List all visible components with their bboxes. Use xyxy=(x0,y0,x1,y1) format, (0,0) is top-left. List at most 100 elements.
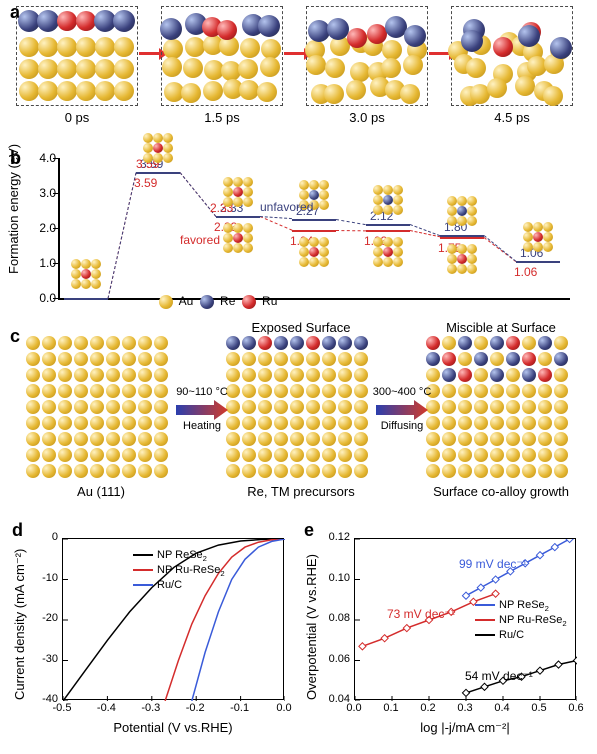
au-atom xyxy=(258,384,272,398)
ytick: -30 xyxy=(22,653,58,665)
au-atom xyxy=(306,352,320,366)
au-atom xyxy=(122,448,136,462)
energy-value: 1.06 xyxy=(514,265,537,279)
au-atom xyxy=(106,416,120,430)
au-atom xyxy=(74,448,88,462)
au-atom xyxy=(90,336,104,350)
au-atom xyxy=(506,416,520,430)
au-atom xyxy=(138,384,152,398)
au-atom xyxy=(90,352,104,366)
au-atom xyxy=(274,400,288,414)
energy-value: 3.59 xyxy=(134,176,157,190)
au-atom xyxy=(74,336,88,350)
au-atom xyxy=(346,80,366,100)
au-atom xyxy=(466,58,486,78)
au-atom xyxy=(354,384,368,398)
au-atom xyxy=(474,384,488,398)
au-atom xyxy=(400,84,420,104)
au-atom xyxy=(258,400,272,414)
au-atom xyxy=(57,59,77,79)
ytick: 1.0 xyxy=(20,256,56,270)
energy-connector xyxy=(108,173,137,299)
au-atom xyxy=(242,448,256,462)
au-atom xyxy=(290,432,304,446)
ytick: 0 xyxy=(22,531,58,543)
au-atom xyxy=(554,448,568,462)
arrow-icon xyxy=(284,52,304,55)
au-atom xyxy=(290,416,304,430)
au-atom xyxy=(474,448,488,462)
au-atom xyxy=(257,82,277,102)
au-atom xyxy=(58,352,72,366)
re-atom xyxy=(490,368,504,382)
au-atom xyxy=(338,384,352,398)
au-atom xyxy=(95,37,115,57)
au-atom xyxy=(114,37,134,57)
re-atom xyxy=(554,352,568,366)
legend-text: NP ReSe2 xyxy=(499,599,549,611)
legend-row: NP ReSe2 xyxy=(133,549,225,564)
au-atom xyxy=(138,448,152,462)
au-atom xyxy=(138,368,152,382)
xtick: -0.2 xyxy=(180,702,210,714)
au-atom xyxy=(19,59,39,79)
au-atom xyxy=(543,86,563,106)
re-atom xyxy=(404,25,426,47)
au-atom xyxy=(474,416,488,430)
au-atom xyxy=(490,432,504,446)
re-atom xyxy=(522,368,536,382)
au-atom xyxy=(74,352,88,366)
au-atom xyxy=(522,336,536,350)
ru-atom xyxy=(426,336,440,350)
au-atom xyxy=(382,40,402,60)
au-atom xyxy=(74,368,88,382)
arrow-top-text: 90~110 °C xyxy=(172,386,232,398)
au-atom xyxy=(538,384,552,398)
au-atom xyxy=(458,416,472,430)
au-atom xyxy=(74,416,88,430)
energy-connector xyxy=(336,230,366,231)
legend-row: NP ReSe2 xyxy=(475,599,567,614)
ru-atom xyxy=(506,336,520,350)
re-atom xyxy=(461,30,483,52)
au-atom xyxy=(162,57,182,77)
process-arrow xyxy=(376,400,424,418)
au-atom xyxy=(42,464,56,478)
au-atom xyxy=(154,464,168,478)
au-atom xyxy=(522,448,536,462)
au-atom xyxy=(322,400,336,414)
energy-level xyxy=(440,235,484,237)
marker-diamond xyxy=(359,643,366,650)
au-atom xyxy=(290,464,304,478)
au-atom xyxy=(474,400,488,414)
re-atom xyxy=(322,336,336,350)
lattice-2 xyxy=(426,336,574,484)
re-atom xyxy=(290,336,304,350)
au-atom xyxy=(58,384,72,398)
au-atom xyxy=(458,400,472,414)
lattice-0 xyxy=(26,336,174,484)
au-atom xyxy=(90,416,104,430)
panel-e: NP ReSe2NP Ru-ReSe2Ru/C 99 mV dec⁻¹73 mV… xyxy=(310,530,590,738)
panel-b: Formation energy (eV) 0.01.02.03.04.0 3.… xyxy=(16,154,576,318)
au-atom xyxy=(90,448,104,462)
marker-diamond xyxy=(477,584,484,591)
au-atom xyxy=(442,432,456,446)
legend-text: Au xyxy=(176,294,197,308)
legend-text: NP Ru-ReSe2 xyxy=(157,564,225,576)
chart-area-e: NP ReSe2NP Ru-ReSe2Ru/C 99 mV dec⁻¹73 mV… xyxy=(354,538,576,700)
au-atom xyxy=(106,384,120,398)
energy-level xyxy=(136,172,180,174)
au-atom xyxy=(354,432,368,446)
au-atom xyxy=(58,368,72,382)
au-atom xyxy=(554,416,568,430)
re-atom xyxy=(538,336,552,350)
re-atom xyxy=(274,336,288,350)
au-atom xyxy=(354,352,368,366)
au-atom xyxy=(58,432,72,446)
au-atom xyxy=(185,37,205,57)
au-atom xyxy=(487,78,507,98)
au-atom xyxy=(238,59,258,79)
xtick: 0.4 xyxy=(487,702,517,714)
legend-text: Ru/C xyxy=(157,579,182,591)
